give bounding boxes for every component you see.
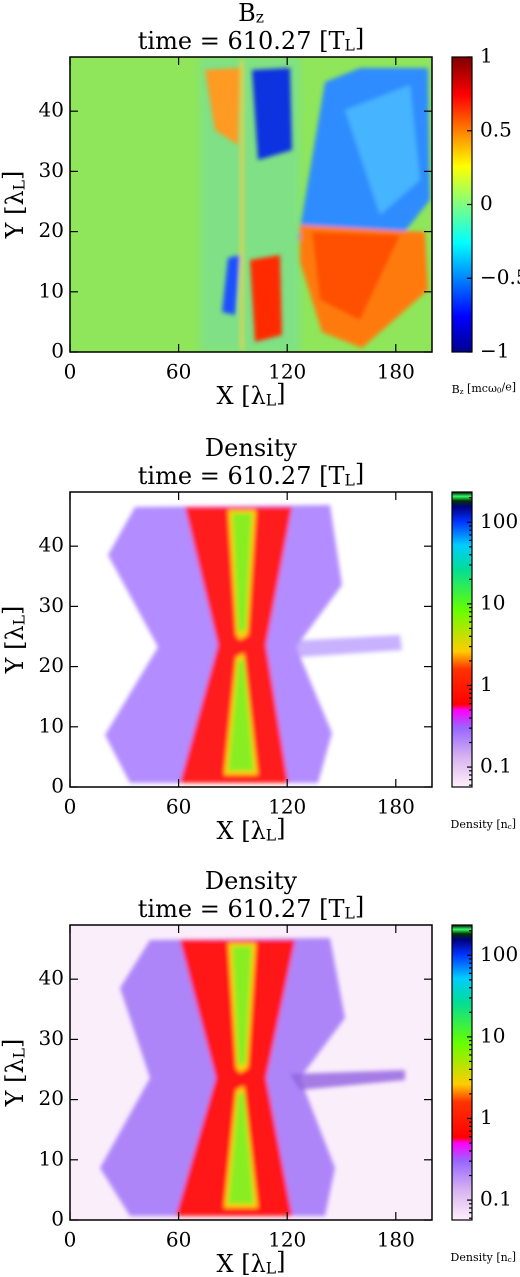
plot-frame [69,924,433,1221]
field-image [70,925,432,1220]
colorbar-tick-label: 0.5 [480,117,512,141]
plot-frame [69,56,433,353]
y-tick-label: 20 [39,1086,64,1110]
colorbar-tick-label: −1 [480,339,509,363]
colorbar-tick-label: 0 [480,191,493,215]
x-tick-label: 120 [268,795,306,819]
y-tick-label: 40 [39,966,64,990]
x-axis-label: X [λL] [216,1247,285,1277]
colorbar-tick-label: 10 [480,1023,505,1047]
colorbar-tick-label: 100 [480,509,518,533]
x-tick-label: 0 [64,795,77,819]
field-image [70,492,432,787]
x-tick-label: 180 [377,1228,415,1252]
x-tick-label: 0 [64,1228,77,1252]
colorbar-tick-label: 1 [480,1105,493,1129]
colorbar-tick-label: 10 [480,590,505,614]
panel-title: Bz [238,0,264,27]
y-tick-label: 20 [39,218,64,242]
panel-subtitle: time = 610.27 [TL] [138,24,365,55]
x-tick-label: 180 [377,360,415,384]
x-tick-label: 0 [64,360,77,384]
plot-frame [69,491,433,788]
colorbar [451,924,473,1221]
x-tick-label: 180 [377,795,415,819]
y-tick-label: 0 [51,774,64,798]
y-tick-label: 10 [39,713,64,737]
x-axis-label: X [λL] [216,379,285,410]
x-axis-label: X [λL] [216,814,285,845]
y-axis-label: Y [λL] [0,606,29,675]
colorbar-tick-label: 1 [480,44,493,68]
colorbar-label: Bz [mcω0/e] [452,381,516,396]
y-tick-label: 30 [39,158,64,182]
y-tick-label: 40 [39,533,64,557]
colorbar-label: Density [nc] [451,1250,516,1264]
y-axis-label: Y [λL] [0,171,29,240]
y-tick-label: 10 [39,278,64,302]
y-tick-label: 0 [51,1207,64,1231]
x-tick-label: 60 [166,1228,191,1252]
x-tick-label: 120 [268,1228,306,1252]
colorbar-tick-label: 0.1 [480,1187,512,1211]
y-tick-label: 0 [51,339,64,363]
field-image [70,57,432,352]
x-tick-label: 120 [268,360,306,384]
panel-title: Density [205,867,298,895]
panel-title: Density [205,434,298,462]
x-tick-label: 60 [166,795,191,819]
x-tick-label: 60 [166,360,191,384]
y-tick-label: 20 [39,653,64,677]
colorbar-label: Density [nc] [451,817,516,831]
panel-subtitle: time = 610.27 [TL] [138,459,365,490]
colorbar-tick-label: 1 [480,672,493,696]
panel-subtitle: time = 610.27 [TL] [138,892,365,923]
colorbar [451,491,473,788]
y-tick-label: 30 [39,593,64,617]
y-tick-label: 10 [39,1146,64,1170]
y-tick-label: 40 [39,98,64,122]
y-axis-label: Y [λL] [0,1039,29,1108]
colorbar-tick-label: 0.1 [480,754,512,778]
colorbar-tick-label: 100 [480,942,518,966]
colorbar-tick-label: −0.5 [480,265,520,289]
y-tick-label: 30 [39,1026,64,1050]
